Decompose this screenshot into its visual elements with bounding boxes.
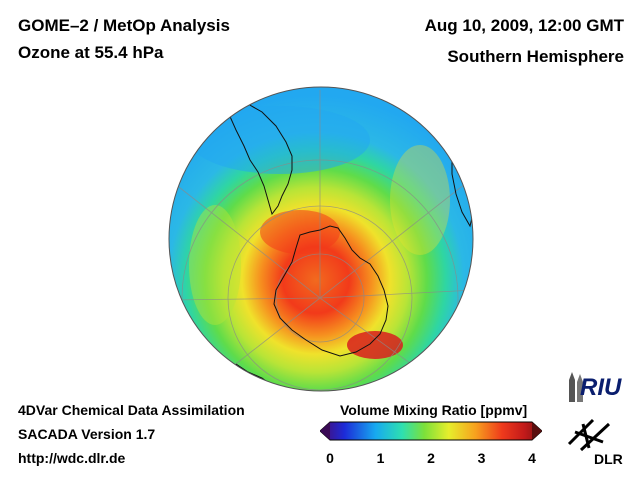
dlr-logo-text: DLR bbox=[594, 451, 623, 467]
colorbar bbox=[320, 421, 542, 441]
footer-method: 4DVar Chemical Data Assimilation bbox=[18, 402, 245, 418]
map-datetime: Aug 10, 2009, 12:00 GMT bbox=[424, 16, 624, 35]
colorbar-under-arrow bbox=[320, 422, 330, 440]
colorbar-tick: 0 bbox=[326, 450, 334, 466]
colorbar-ramp bbox=[320, 421, 542, 441]
colorbar-title: Volume Mixing Ratio [ppmv] bbox=[340, 402, 528, 418]
colorbar-tick: 2 bbox=[427, 450, 435, 466]
riu-logo-icon bbox=[569, 372, 583, 402]
footer-version: SACADA Version 1.7 bbox=[18, 426, 156, 442]
map-subtitle: Ozone at 55.4 hPa bbox=[18, 43, 164, 62]
colorbar-tick: 1 bbox=[376, 450, 385, 466]
riu-logo-text: RIU bbox=[580, 374, 622, 401]
globe-outline bbox=[168, 86, 474, 392]
dlr-logo-icon bbox=[567, 418, 611, 452]
colorbar-over-arrow bbox=[532, 422, 542, 440]
ozone-field bbox=[169, 87, 473, 391]
ozone-globe-map bbox=[168, 86, 474, 392]
map-title: GOME–2 / MetOp Analysis bbox=[18, 16, 230, 35]
map-hemisphere: Southern Hemisphere bbox=[447, 47, 624, 66]
colorbar-tick: 4 bbox=[528, 450, 536, 466]
colorbar-tick: 3 bbox=[477, 450, 486, 466]
footer-url: http://wdc.dlr.de bbox=[18, 450, 126, 466]
